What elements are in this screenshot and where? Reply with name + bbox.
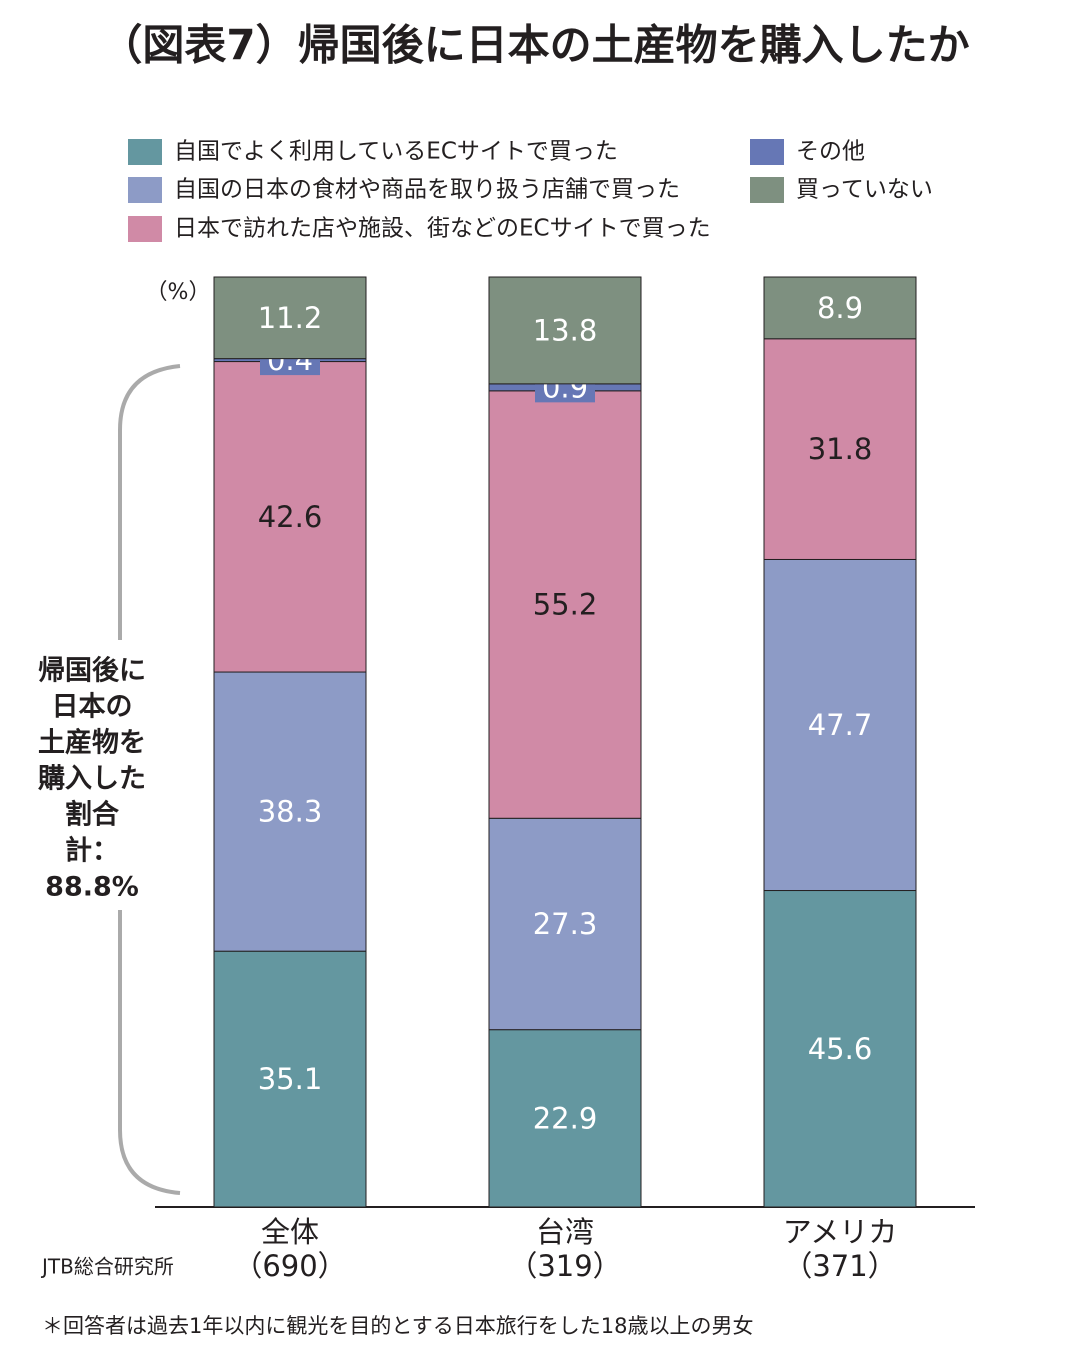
x-tick-label: （371） <box>783 1249 896 1283</box>
bar-segment <box>488 390 642 819</box>
x-tick-label: 台湾 <box>536 1215 594 1249</box>
data-label: 8.9 <box>817 291 863 325</box>
x-tick-label: アメリカ <box>783 1215 898 1249</box>
data-label: 47.7 <box>808 708 873 742</box>
bar-segment <box>763 276 917 340</box>
legend-label: 自国の日本の食材や商品を取り扱う店舗で買った <box>174 177 680 203</box>
legend-swatch <box>128 139 162 165</box>
annotation: 購入した <box>38 764 146 795</box>
legend-swatch <box>128 216 162 242</box>
bar-segment <box>213 361 367 673</box>
legend-swatch <box>750 139 784 165</box>
bar-segment <box>763 890 917 1208</box>
x-tick-label: （319） <box>508 1249 621 1283</box>
x-tick-label: 全体 <box>261 1215 319 1249</box>
unit-label: （%） <box>146 280 211 305</box>
legend-swatch <box>750 177 784 203</box>
data-label: 38.3 <box>258 795 323 829</box>
data-label: 55.2 <box>533 588 598 622</box>
annotation: 土産物を <box>38 727 146 759</box>
data-label: 13.8 <box>533 313 598 347</box>
bar-segment <box>763 338 917 560</box>
chart-title: （図表7）帰国後に日本の土産物を購入したか <box>100 21 969 70</box>
data-label: 45.6 <box>808 1032 873 1066</box>
brace <box>118 364 181 1195</box>
annotation: 割合 <box>65 799 119 831</box>
bar-segment <box>213 276 367 360</box>
legend-label: 自国でよく利用しているECサイトで買った <box>174 139 618 165</box>
annotation: 帰国後に <box>38 656 146 687</box>
source: JTB総合研究所 <box>40 1255 174 1279</box>
annotation: 日本の <box>52 692 133 723</box>
legend-label: 買っていない <box>796 177 933 203</box>
legend-label: 日本で訪れた店や施設、街などのECサイトで買った <box>174 216 711 242</box>
data-label: 27.3 <box>533 907 598 941</box>
data-label: 31.8 <box>808 432 873 466</box>
data-label: 22.9 <box>533 1101 598 1135</box>
bar-segment <box>763 558 917 892</box>
bar-segment <box>488 1029 642 1208</box>
data-label: 11.2 <box>258 301 323 335</box>
bar-segment <box>213 950 367 1208</box>
data-label: 35.1 <box>258 1062 323 1096</box>
annotation: 88.8% <box>45 872 139 903</box>
legend-label: その他 <box>796 139 865 165</box>
bar-segment <box>488 817 642 1031</box>
data-label: 42.6 <box>258 500 323 534</box>
bar-segment <box>488 276 642 385</box>
x-tick-label: （690） <box>233 1249 346 1283</box>
legend-swatch <box>128 177 162 203</box>
annotation: 計： <box>65 835 119 867</box>
footnote: ＊回答者は過去1年以内に観光を目的とする日本旅行をした18歳以上の男女 <box>42 1314 753 1338</box>
